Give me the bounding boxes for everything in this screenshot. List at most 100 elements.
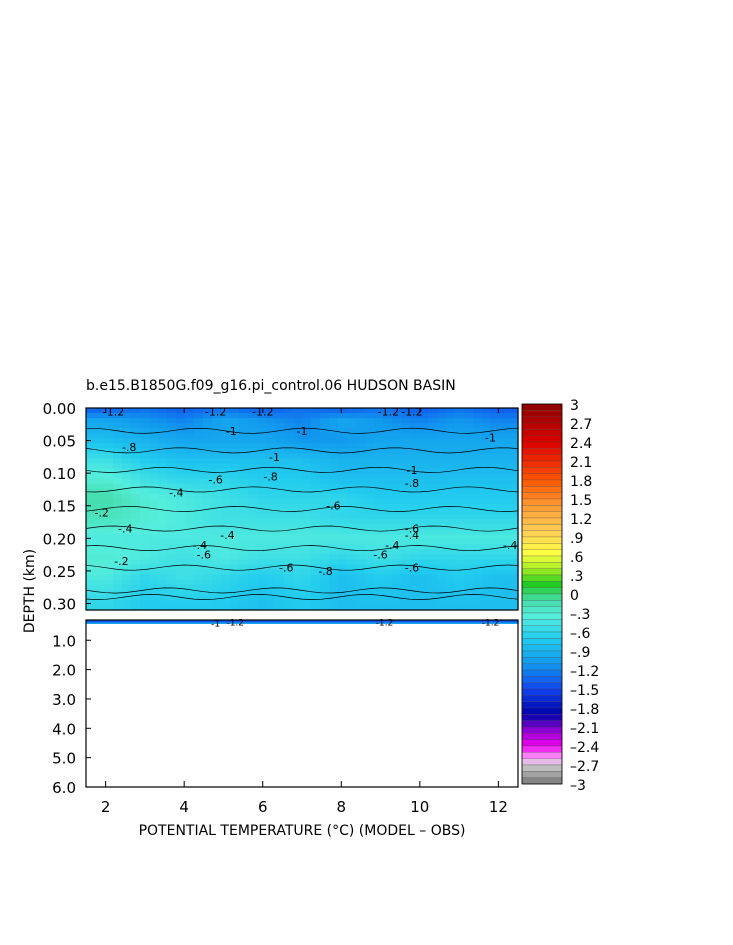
heatmap-cell [365,453,375,460]
heatmap-cell [482,509,492,515]
heatmap-cell [410,604,420,611]
colorbar-tick-label: 2.4 [570,436,592,452]
heatmap-cell [500,549,510,556]
heatmap-cell [392,564,402,571]
heatmap-cell [104,524,114,530]
heatmap-cell [131,594,141,601]
heatmap-cell [491,503,501,510]
heatmap-cell [365,622,375,624]
heatmap-cell [248,433,258,439]
heatmap-cell [500,564,510,571]
heatmap-cell [365,498,375,505]
heatmap-cell [311,503,321,510]
heatmap-cell [302,473,312,480]
heatmap-cell [257,488,267,495]
heatmap-cell [158,453,168,460]
heatmap-cell [509,423,519,429]
heatmap-cell [347,483,357,490]
heatmap-cell [500,408,510,414]
heatmap-cell [491,418,501,424]
heatmap-cell [248,554,258,561]
heatmap-cell [293,458,303,465]
heatmap-cell [428,584,438,591]
colorbar-tick-label: –2.4 [570,740,599,756]
heatmap-cell [149,468,159,475]
heatmap-cell [329,574,339,581]
heatmap-cell [401,574,411,581]
heatmap-cell [473,473,483,480]
heatmap-cell [356,604,366,611]
heatmap-cell [248,423,258,429]
heatmap-cell [113,509,123,515]
heatmap-cell [257,620,267,623]
heatmap-cell [212,438,222,444]
heatmap-cell [284,423,294,429]
heatmap-cell [374,579,384,586]
heatmap-cell [419,584,429,591]
heatmap-cell [95,423,105,429]
heatmap-cell [365,549,375,556]
heatmap-cell [293,620,303,623]
heatmap-cell [203,584,213,591]
heatmap-cell [167,549,177,556]
heatmap-cell [428,509,438,515]
heatmap-cell [284,574,294,581]
heatmap-cell [419,483,429,490]
heatmap-cell [203,529,213,535]
heatmap-cell [374,503,384,510]
heatmap-cell [464,418,474,424]
heatmap-cell [491,493,501,500]
x-tick-label: 12 [489,798,508,816]
heatmap-cell [374,423,384,429]
heatmap-cell [491,488,501,495]
heatmap-cell [140,509,150,515]
heatmap-cell [95,584,105,591]
heatmap-cell [401,498,411,505]
heatmap-cell [320,519,330,525]
heatmap-cell [329,564,339,571]
heatmap-cell [464,493,474,500]
heatmap-cell [464,423,474,429]
heatmap-cell [248,549,258,556]
heatmap-cell [338,544,348,550]
lower-contour-labels: -1 -1.2 -1.2 -1.2 [211,618,499,629]
heatmap-cell [230,473,240,480]
heatmap-cell [302,584,312,591]
heatmap-cell [86,524,96,530]
heatmap-cell [149,534,159,540]
heatmap-cell [428,453,438,460]
heatmap-cell [410,549,420,556]
heatmap-cell [392,478,402,485]
heatmap-cell [329,448,339,455]
heatmap-cell [230,604,240,611]
heatmap-cell [95,579,105,586]
heatmap-cell [104,509,114,515]
heatmap-cell [257,478,267,485]
heatmap-cell [86,554,96,561]
heatmap-cell [320,584,330,591]
colorbar-band [521,600,563,607]
heatmap-cell [95,433,105,439]
colorbar-band [521,638,563,645]
heatmap-cell [437,574,447,581]
heatmap-cell [239,534,249,540]
colorbar-band [521,663,563,671]
heatmap-cell [113,559,123,566]
heatmap-cell [293,544,303,550]
heatmap-cell [185,524,195,530]
heatmap-cell [239,458,249,465]
heatmap-cell [500,478,510,485]
heatmap-cell [194,524,204,530]
heatmap-cell [86,498,96,505]
heatmap-cell [230,584,240,591]
colorbar-band [521,498,563,506]
heatmap-cell [491,514,501,520]
heatmap-cell [113,478,123,485]
heatmap-cell [338,448,348,455]
heatmap-cell [410,579,420,586]
heatmap-cell [149,473,159,480]
heatmap-cell [311,604,321,611]
colorbar-band [521,669,563,677]
heatmap-cell [86,509,96,515]
heatmap-cell [131,443,141,449]
